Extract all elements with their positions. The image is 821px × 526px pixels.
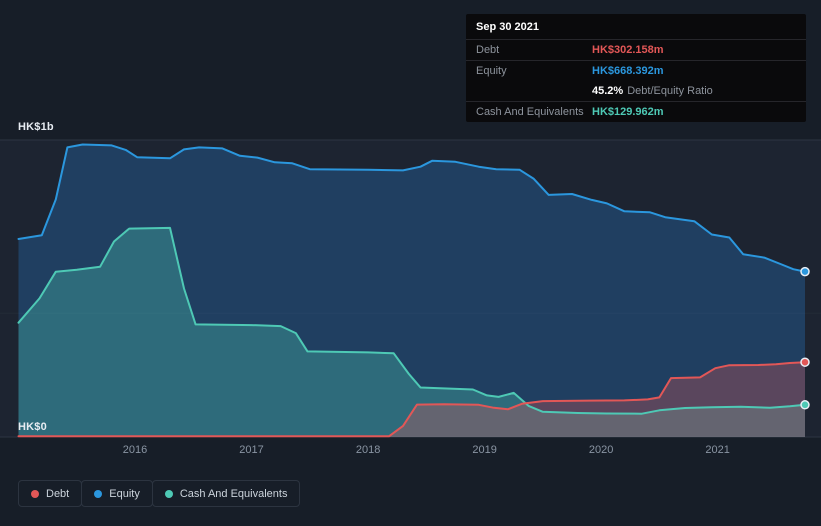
tooltip-row-debt: Debt HK$302.158m: [466, 40, 806, 61]
tooltip-equity-value: HK$668.392m: [592, 65, 664, 77]
tooltip-ratio-value: 45.2%: [592, 85, 624, 97]
equity-area: [18, 144, 805, 437]
x-tick-label: 2018: [355, 444, 381, 456]
legend-label-equity: Equity: [109, 487, 140, 500]
chart-tooltip: Sep 30 2021 Debt HK$302.158m Equity HK$6…: [466, 14, 806, 122]
tooltip-row-equity: Equity HK$668.392m: [466, 61, 806, 81]
tooltip-date: Sep 30 2021: [466, 14, 806, 40]
debt-series-swatch: [31, 489, 39, 498]
cash-and-equivalents-line: [17, 226, 806, 415]
plot-background: [0, 140, 821, 437]
tooltip-cash-label: Cash And Equivalents: [476, 106, 584, 118]
chart-legend: Debt Equity Cash And Equivalents: [18, 480, 301, 507]
equity-series-swatch: [94, 489, 103, 498]
cash-and-equivalents-area: [18, 227, 805, 437]
legend-label-debt: Debt: [46, 487, 70, 500]
x-tick-label: 2017: [239, 444, 264, 456]
cash-and-equivalents-endpoint-dot: [800, 400, 810, 410]
y-axis-label-top: HK$1b: [18, 121, 54, 133]
tooltip-row-cash: Cash And Equivalents HK$129.962m: [466, 102, 806, 122]
x-tick-label: 2016: [122, 444, 148, 456]
x-tick-label: 2021: [705, 444, 730, 456]
legend-item-cash[interactable]: Cash And Equivalents: [151, 480, 301, 507]
tooltip-cash-value: HK$129.962m: [592, 106, 664, 118]
equity-line: [17, 143, 806, 273]
tooltip-debt-label: Debt: [476, 44, 500, 56]
debt-endpoint-dot: [800, 357, 810, 367]
legend-item-equity[interactable]: Equity: [81, 480, 153, 507]
x-axis: 2016 2017 2018 2019 2020 2021: [0, 444, 821, 458]
cash-series-swatch: [164, 489, 173, 498]
x-tick-label: 2020: [588, 444, 614, 456]
tooltip-debt-value: HK$302.158m: [592, 44, 664, 56]
legend-label-cash: Cash And Equivalents: [179, 487, 288, 500]
tooltip-ratio-label: Debt/Equity Ratio: [627, 85, 713, 97]
y-axis-label-bottom: HK$0: [18, 421, 47, 433]
debt-line: [17, 361, 806, 438]
tooltip-row-ratio: 45.2% Debt/Equity Ratio: [466, 81, 806, 102]
tooltip-equity-label: Equity: [476, 65, 507, 77]
x-tick-label: 2019: [472, 444, 497, 456]
legend-item-debt[interactable]: Debt: [18, 480, 83, 507]
equity-endpoint-dot: [800, 266, 810, 277]
debt-area: [18, 362, 805, 437]
